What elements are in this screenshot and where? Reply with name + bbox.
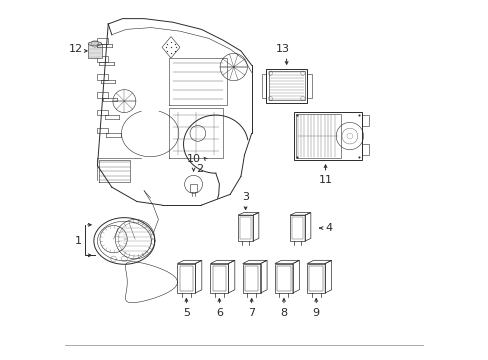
Text: 5: 5 bbox=[183, 308, 189, 318]
Bar bbox=[306, 74, 311, 98]
Bar bbox=[210, 264, 228, 293]
Bar bbox=[291, 217, 303, 239]
Text: 3: 3 bbox=[242, 192, 248, 202]
Bar bbox=[306, 264, 325, 293]
Text: 7: 7 bbox=[247, 308, 255, 318]
Ellipse shape bbox=[88, 41, 102, 46]
Text: 10: 10 bbox=[186, 154, 200, 164]
Bar bbox=[242, 264, 260, 293]
Bar bbox=[295, 114, 341, 158]
Bar bbox=[261, 74, 265, 98]
Text: 2: 2 bbox=[196, 164, 203, 174]
Bar bbox=[190, 184, 196, 192]
Text: 8: 8 bbox=[280, 308, 287, 318]
Bar bbox=[309, 266, 323, 291]
Bar bbox=[179, 266, 193, 291]
Bar bbox=[88, 44, 102, 58]
Text: 11: 11 bbox=[318, 175, 332, 185]
Text: 9: 9 bbox=[312, 308, 319, 318]
Bar bbox=[289, 215, 305, 241]
Bar bbox=[268, 71, 304, 100]
Text: 4: 4 bbox=[325, 223, 332, 233]
Bar bbox=[212, 266, 226, 291]
Bar bbox=[238, 215, 253, 241]
Bar bbox=[293, 112, 362, 160]
Bar bbox=[177, 264, 195, 293]
Text: 6: 6 bbox=[216, 308, 223, 318]
Text: 13: 13 bbox=[276, 44, 290, 54]
Bar bbox=[362, 144, 368, 155]
Bar bbox=[244, 266, 258, 291]
Text: 12: 12 bbox=[69, 44, 83, 54]
Bar bbox=[265, 69, 306, 103]
Bar bbox=[362, 116, 368, 126]
Bar bbox=[277, 266, 290, 291]
Bar bbox=[239, 217, 251, 239]
Text: 1: 1 bbox=[75, 236, 81, 246]
Bar bbox=[274, 264, 292, 293]
